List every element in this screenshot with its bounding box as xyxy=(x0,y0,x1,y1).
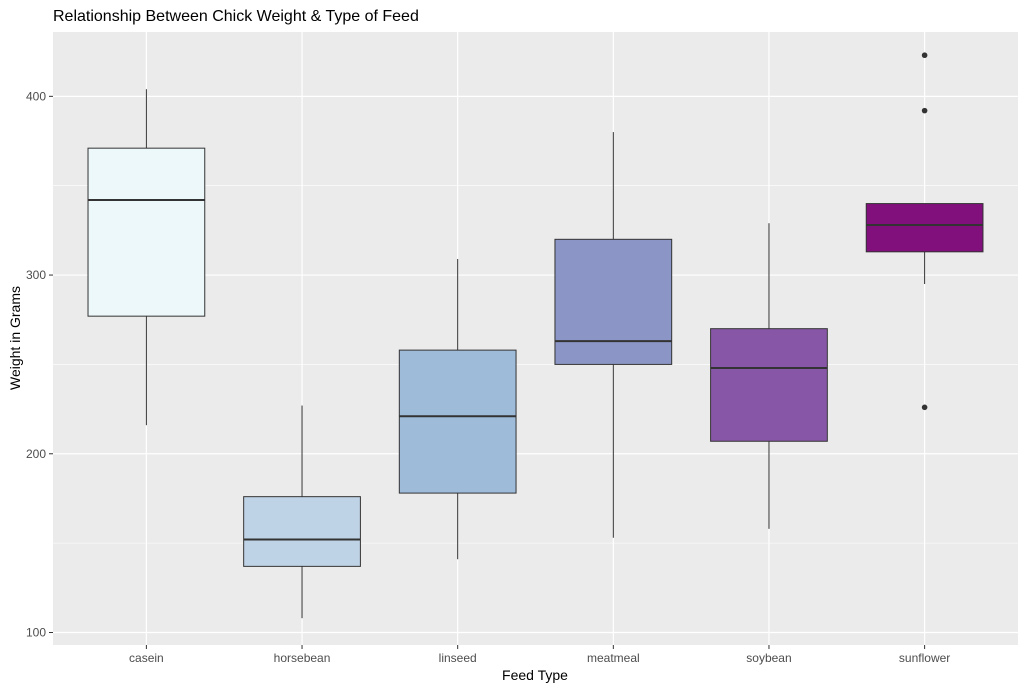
box-sunflower xyxy=(865,52,984,411)
box-meatmeal xyxy=(554,132,673,538)
y-tick-label: 400 xyxy=(26,89,46,103)
y-tick-label: 200 xyxy=(26,447,46,461)
x-axis-title: Feed Type xyxy=(502,667,568,683)
y-tick-label: 100 xyxy=(26,625,46,639)
box-iqr xyxy=(710,328,828,442)
y-axis-title: Weight in Grams xyxy=(7,286,23,390)
box-iqr xyxy=(554,238,673,365)
plot-panel xyxy=(53,32,1018,645)
x-tick-label: soybean xyxy=(746,651,791,665)
y-axis-ticks: 100 200 300 400 xyxy=(26,89,53,639)
box-linseed xyxy=(398,258,517,560)
box-series xyxy=(87,52,984,619)
chart-title: Relationship Between Chick Weight & Type… xyxy=(53,8,419,25)
x-tick-label: meatmeal xyxy=(587,651,640,665)
x-axis-ticks: casein horsebean linseed meatmeal soybean sun… xyxy=(129,645,950,665)
box-casein xyxy=(87,89,206,426)
x-tick-label: sunflower xyxy=(899,651,950,665)
box-soybean xyxy=(710,223,828,529)
x-tick-label: linseed xyxy=(439,651,477,665)
outlier-point xyxy=(921,52,928,59)
box-iqr xyxy=(865,203,984,253)
box-iqr xyxy=(398,349,517,494)
outlier-point xyxy=(921,404,928,411)
box-iqr xyxy=(243,496,361,567)
x-tick-label: casein xyxy=(129,651,164,665)
box-iqr xyxy=(87,147,206,317)
box-horsebean xyxy=(243,405,361,619)
outlier-point xyxy=(921,107,928,114)
x-tick-label: horsebean xyxy=(274,651,331,665)
grid-minor xyxy=(53,185,1018,544)
y-tick-label: 300 xyxy=(26,268,46,282)
